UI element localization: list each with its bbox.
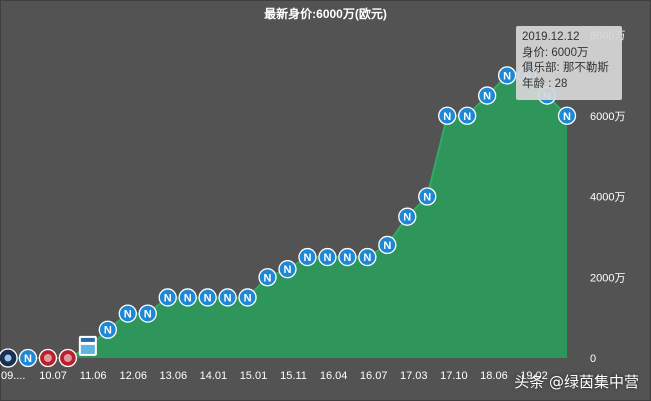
data-point-badge-napoli[interactable]: N [298, 247, 317, 267]
y-tick-label: 2000万 [590, 272, 625, 284]
data-point-badge-napoli[interactable]: N [178, 288, 197, 307]
x-tick-label: 12.06 [119, 370, 147, 382]
svg-text:N: N [403, 212, 411, 224]
data-point-badge-napoli[interactable]: N [158, 288, 177, 307]
data-point-badge-napoli[interactable]: N [418, 187, 437, 206]
tooltip-date: 2019.12.12 [522, 31, 580, 43]
svg-text:N: N [463, 111, 471, 123]
data-point-badge-napoli[interactable]: N [278, 260, 297, 279]
data-point-badge-napoli[interactable]: N [238, 288, 257, 307]
svg-text:N: N [104, 325, 112, 337]
data-point-badge-napoli[interactable]: N [218, 288, 237, 307]
svg-text:N: N [244, 292, 252, 304]
value-tooltip: 2019.12.12 身价: 6000万 俱乐部: 那不勒斯 年龄 : 28 [516, 26, 622, 100]
data-point-badge-napoli[interactable]: N [398, 207, 417, 226]
data-point-badge-napoli[interactable]: N [438, 106, 457, 125]
data-point-badge-napoli[interactable]: N [497, 66, 517, 85]
x-tick-label: 15.01 [240, 370, 268, 382]
data-point-badge-napoli[interactable]: N [458, 106, 477, 125]
data-point-badge-red[interactable] [38, 348, 58, 368]
data-point-badge-red[interactable] [58, 348, 78, 368]
x-tick-label: 11.06 [80, 370, 107, 382]
x-tick-label: 17.10 [440, 370, 468, 382]
x-tick-label: 17.03 [400, 370, 428, 382]
x-axis: 09.... 10.07 11.06 12.06 13.06 14.01 15.01 15.1… [1, 370, 548, 382]
y-tick-label: 4000万 [590, 192, 625, 204]
x-tick-label: 14.01 [200, 370, 228, 382]
svg-text:N: N [144, 309, 152, 321]
x-tick-label: 15.11 [280, 370, 307, 382]
x-tick-label: 09.... [1, 370, 25, 382]
svg-text:N: N [303, 252, 311, 264]
svg-text:N: N [124, 309, 132, 321]
value-area [8, 75, 567, 358]
svg-text:N: N [204, 292, 212, 304]
svg-text:N: N [264, 272, 272, 284]
data-point-badge-napoli[interactable]: N [358, 247, 377, 267]
data-point-badge-napoli[interactable]: N [138, 304, 157, 323]
svg-text:N: N [164, 292, 172, 304]
x-tick-label: 13.06 [160, 370, 188, 382]
data-point-badge-dark[interactable] [0, 348, 18, 368]
x-tick-label: 16.04 [320, 370, 348, 382]
svg-text:N: N [24, 353, 32, 365]
area-layer [8, 74, 568, 359]
svg-text:N: N [483, 91, 491, 103]
tooltip-club: 俱乐部: 那不勒斯 [522, 62, 609, 74]
data-point-badge-napoli[interactable]: N [18, 348, 38, 368]
x-tick-label: 16.07 [360, 370, 388, 382]
svg-text:N: N [363, 252, 371, 264]
data-point-badge-napoli[interactable]: N [98, 320, 117, 339]
data-point-badge-napoli[interactable]: N [338, 247, 357, 267]
x-tick-label: 10.07 [39, 370, 67, 382]
data-point-badge-napoli[interactable]: N [258, 268, 277, 287]
y-tick-label: 6000万 [590, 111, 625, 123]
tooltip-age: 年龄 : 28 [522, 77, 568, 90]
y-tick-label: 0 [590, 353, 596, 365]
data-point-badge-napoli[interactable]: N [557, 106, 577, 125]
watermark: 头条 @绿茵集中营 [514, 373, 639, 391]
data-point-badge-pescara[interactable] [78, 335, 97, 356]
svg-text:N: N [343, 252, 351, 264]
tooltip-value: 身价: 6000万 [522, 46, 589, 59]
svg-text:N: N [423, 192, 431, 204]
data-point-badge-napoli[interactable]: N [318, 247, 337, 267]
svg-text:N: N [284, 264, 292, 276]
svg-text:N: N [383, 240, 391, 252]
data-point-badge-napoli[interactable]: N [477, 86, 497, 105]
x-tick-label: 18.06 [480, 370, 508, 382]
data-point-badge-napoli[interactable]: N [198, 288, 217, 307]
svg-text:N: N [563, 111, 571, 123]
svg-text:N: N [503, 70, 511, 82]
svg-text:N: N [224, 292, 232, 304]
x-tick-label: 19.02 [520, 370, 548, 382]
data-point-badge-napoli[interactable]: N [118, 304, 137, 323]
svg-text:N: N [184, 292, 192, 304]
svg-text:N: N [323, 252, 331, 264]
chart-title: 最新身价:6000万(欧元) [264, 7, 387, 21]
svg-text:N: N [443, 111, 451, 123]
data-point-badge-napoli[interactable]: N [378, 235, 397, 255]
